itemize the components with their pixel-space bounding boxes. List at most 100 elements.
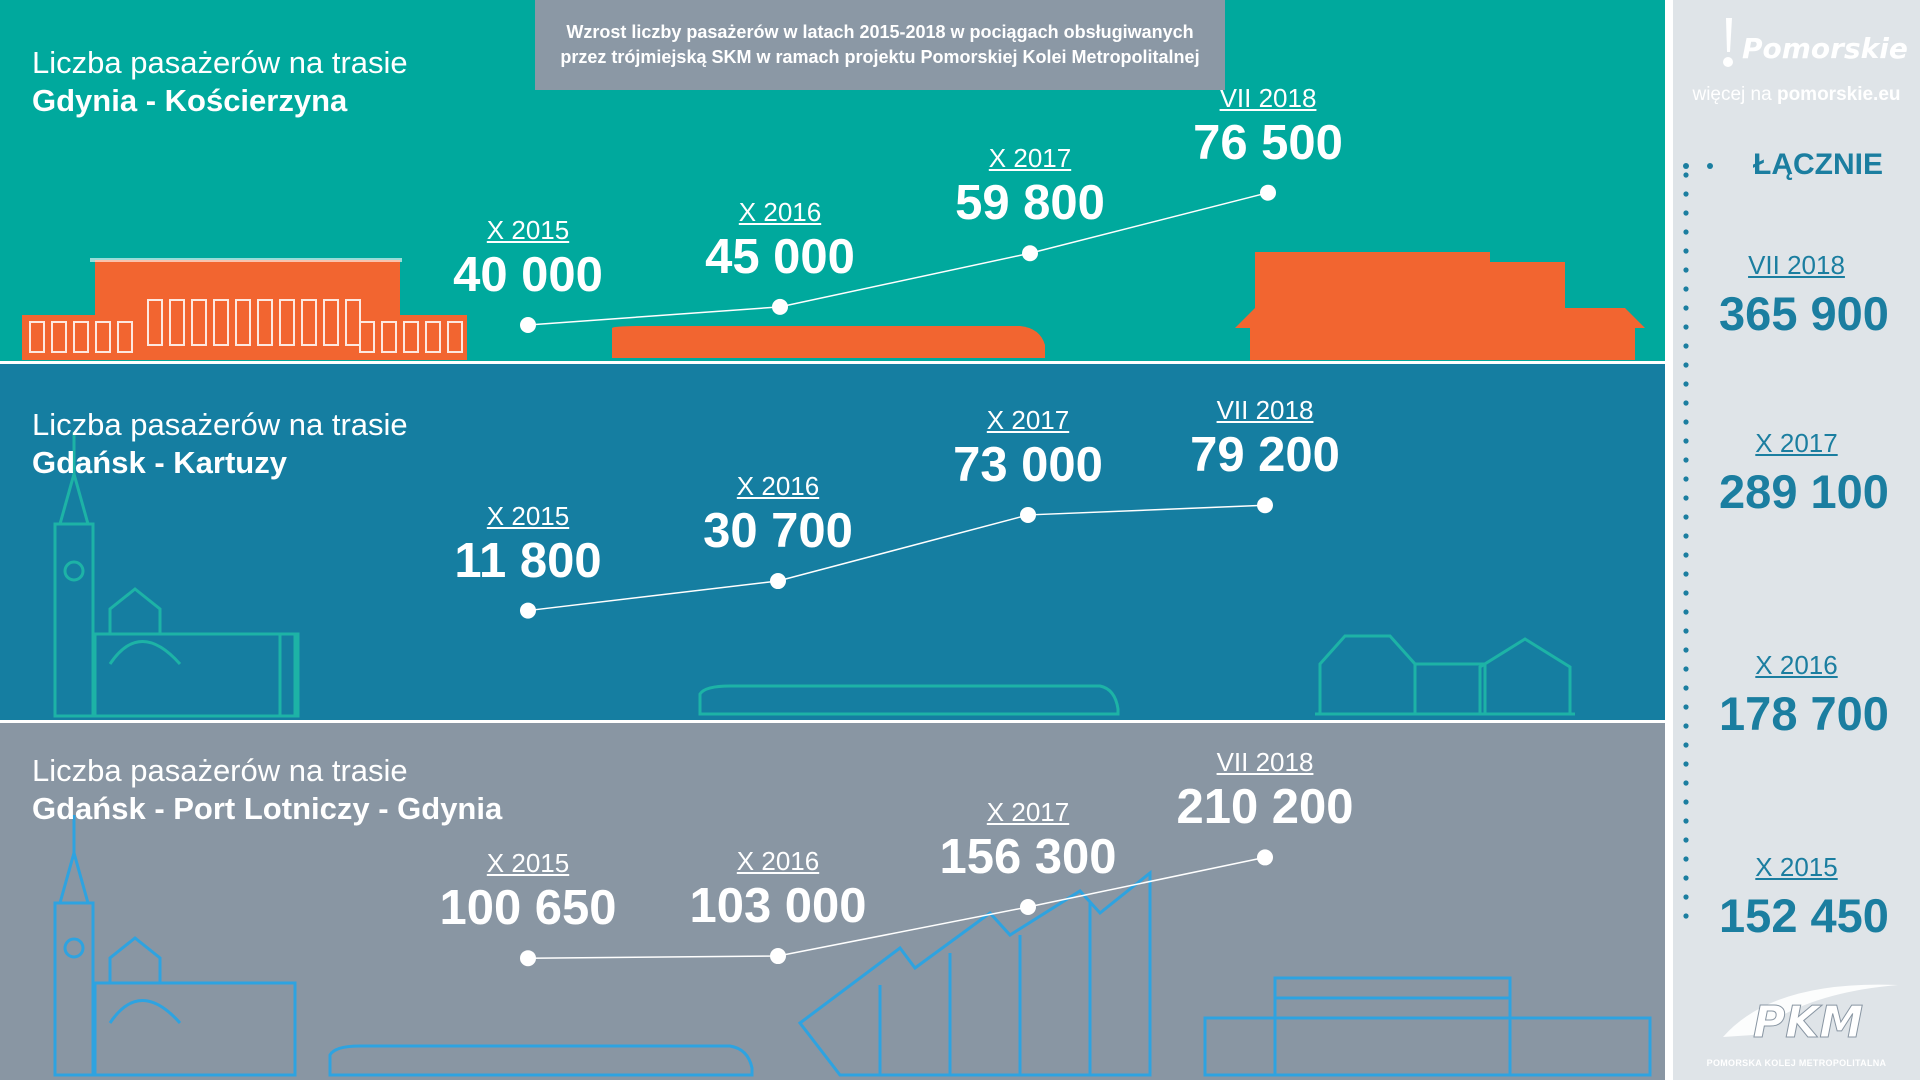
route-prefix: Liczba pasażerów na trasie	[32, 45, 408, 80]
window-shape	[73, 321, 89, 353]
decor-dot	[1683, 172, 1689, 178]
decor-dot	[1683, 628, 1689, 634]
data-point	[520, 317, 536, 333]
data-point	[770, 948, 786, 965]
website-prefix: więcej na	[1692, 84, 1772, 105]
window-shape	[301, 299, 317, 346]
pomorskie-logo-text: Pomorskie	[1742, 32, 1908, 65]
totals-heading: ŁĄCZNIE	[1753, 148, 1883, 181]
data-label-period: X 2015	[486, 848, 570, 879]
window-shape	[169, 299, 185, 346]
data-point	[1020, 899, 1036, 916]
panel2-illustrations	[53, 432, 1575, 718]
window-shape	[425, 321, 441, 353]
data-point	[770, 573, 786, 590]
data-point	[1022, 245, 1038, 262]
window-shape	[381, 321, 397, 353]
pkm-logo-text: PKM	[1753, 997, 1863, 1048]
decor-dot	[1683, 476, 1689, 482]
route-prefix: Liczba pasażerów na trasie	[32, 753, 408, 788]
decor-dot	[1683, 495, 1689, 501]
decor-dot	[1683, 438, 1689, 444]
building-gdansk-station-icon	[53, 815, 297, 1077]
data-label-value: 59 800	[955, 176, 1105, 231]
totals-sidebar: Pomorskie więcej na pomorskie.eu ŁĄCZNIE…	[1673, 0, 1920, 1080]
total-value: 365 900	[1719, 287, 1889, 340]
total-value: 289 100	[1719, 465, 1889, 518]
building-airport-terminal-icon	[797, 869, 1152, 1077]
decor-dot	[1683, 571, 1689, 577]
total-period: X 2015	[1755, 852, 1838, 882]
total-value: 178 700	[1719, 687, 1889, 740]
data-label-period: X 2016	[736, 471, 820, 502]
decor-dot	[1683, 362, 1689, 368]
data-point	[1020, 506, 1036, 523]
decor-dot	[1683, 856, 1689, 862]
decor-dot	[1683, 286, 1689, 292]
series-line	[527, 504, 1266, 612]
decor-dot	[1683, 723, 1689, 729]
data-label-value: 11 800	[454, 533, 602, 588]
window-shape	[117, 321, 133, 353]
window-shape	[95, 321, 111, 353]
data-label-value: 156 300	[939, 830, 1117, 884]
decor-dot	[1683, 191, 1689, 197]
route-title: Liczba pasażerów na trasie Gdańsk - Kart…	[32, 406, 408, 482]
dotted-line-decoration	[1683, 163, 1713, 919]
window-shape	[213, 299, 229, 346]
total-period: X 2017	[1755, 428, 1838, 458]
decor-dot	[1683, 894, 1689, 900]
window-shape	[51, 321, 67, 353]
decor-dot	[1683, 913, 1689, 919]
data-label-period: X 2016	[738, 196, 822, 227]
data-label-value: 210 200	[1176, 780, 1354, 835]
route-title: Liczba pasażerów na trasie Gdańsk - Port…	[32, 752, 502, 828]
decor-dot	[1683, 837, 1689, 843]
window-shape	[279, 299, 295, 346]
window-shape	[191, 299, 207, 346]
decor-dot	[1707, 163, 1713, 169]
data-point	[772, 298, 788, 315]
route-prefix: Liczba pasażerów na trasie	[32, 407, 408, 442]
title-line-2: przez trójmiejską SKM w ramach projektu …	[560, 47, 1200, 67]
data-label-period: X 2016	[736, 846, 820, 877]
data-label-period: VII 2018	[1216, 747, 1314, 778]
decor-dot	[1683, 533, 1689, 539]
route-panel-gdansk-kartuzy: Liczba pasażerów na trasie Gdańsk - Kart…	[0, 364, 1665, 720]
decor-dot	[1683, 742, 1689, 748]
data-label-value: 103 000	[689, 879, 867, 934]
decor-dot	[1683, 761, 1689, 767]
window-shape	[323, 299, 339, 346]
data-label-value: 100 650	[439, 881, 617, 936]
window-shape	[235, 299, 251, 346]
decor-dot	[1683, 590, 1689, 596]
train-icon	[698, 684, 1120, 716]
building-gdansk-station-icon	[53, 432, 300, 718]
website-link[interactable]: więcej na pomorskie.eu	[1673, 84, 1920, 106]
decor-dot	[1683, 647, 1689, 653]
panel3-illustrations	[53, 815, 1652, 1077]
pkm-subtitle: POMORSKA KOLEJ METROPOLITALNA	[1706, 1058, 1887, 1068]
infographic-title: Wzrost liczby pasażerów w latach 2015-20…	[535, 0, 1225, 90]
window-shape	[345, 299, 361, 346]
decor-dot	[1683, 552, 1689, 558]
train-icon	[612, 326, 1045, 358]
data-point	[520, 950, 536, 967]
data-point	[520, 602, 536, 619]
decor-dot	[1683, 324, 1689, 330]
decor-dot	[1683, 163, 1689, 169]
data-label-value: 30 700	[703, 504, 853, 559]
decor-dot	[1683, 210, 1689, 216]
window-shape	[447, 321, 463, 353]
data-label-value: 76 500	[1193, 115, 1343, 170]
data-label-period: VII 2018	[1219, 82, 1317, 113]
window-shape	[29, 321, 45, 353]
series-line	[527, 191, 1269, 326]
decor-dot	[1683, 666, 1689, 672]
data-label-period: X 2017	[986, 797, 1070, 827]
data-point	[1257, 497, 1273, 514]
route-name: Gdańsk - Kartuzy	[32, 445, 287, 480]
data-label-period: X 2017	[988, 143, 1072, 174]
decor-dot	[1683, 400, 1689, 406]
data-label-period: VII 2018	[1216, 395, 1314, 426]
